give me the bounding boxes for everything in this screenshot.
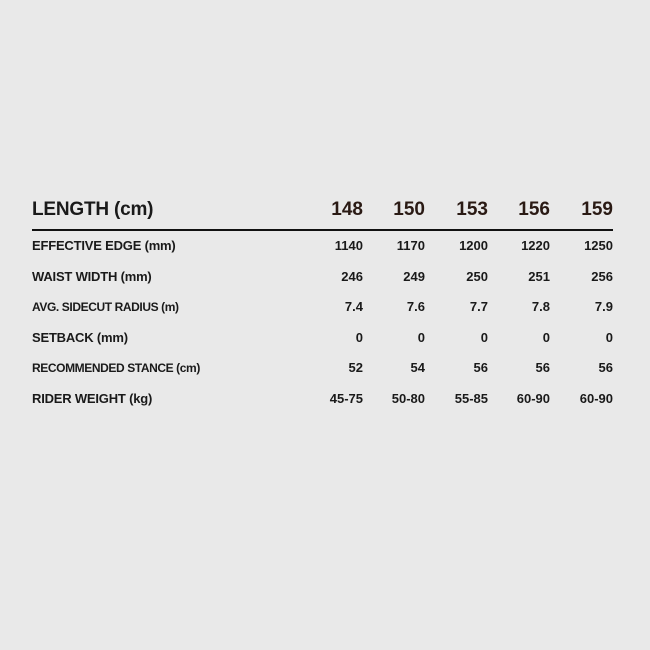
cell: 1200: [459, 238, 488, 253]
cell: 256: [591, 269, 613, 284]
row-label: RIDER WEIGHT (kg): [32, 391, 153, 406]
cell: 55-85: [454, 391, 488, 406]
cell: 1140: [334, 238, 363, 253]
cell: 0: [542, 330, 550, 345]
header-cell: 148: [331, 199, 363, 220]
cell: 52: [348, 360, 363, 375]
header-cell: 159: [581, 199, 613, 220]
row-label: EFFECTIVE EDGE (mm): [32, 238, 176, 253]
cell: 0: [480, 330, 488, 345]
row-label: WAIST WIDTH (mm): [32, 269, 152, 284]
cell: 56: [473, 360, 488, 375]
cell: 60-90: [516, 391, 550, 406]
header-label: LENGTH (cm): [32, 199, 154, 220]
table-header-row: LENGTH (cm) 148 150 153 156 159: [32, 198, 613, 220]
cell: 7.6: [406, 299, 425, 314]
cell: 1220: [521, 238, 550, 253]
cell: 54: [410, 360, 425, 375]
cell: 56: [535, 360, 550, 375]
cell: 7.8: [531, 299, 550, 314]
header-cell: 156: [518, 199, 550, 220]
table-row: RECOMMENDED STANCE (cm) 52 54 56 56 56: [32, 358, 613, 378]
cell: 7.4: [344, 299, 363, 314]
header-cell: 153: [456, 199, 488, 220]
cell: 250: [466, 269, 488, 284]
cell: 249: [403, 269, 425, 284]
row-label: SETBACK (mm): [32, 330, 128, 345]
cell: 50-80: [391, 391, 425, 406]
header-cell: 150: [393, 199, 425, 220]
table-row: SETBACK (mm) 0 0 0 0 0: [32, 328, 613, 348]
header-divider: [32, 229, 613, 231]
cell: 7.7: [469, 299, 488, 314]
cell: 56: [598, 360, 613, 375]
table-row: EFFECTIVE EDGE (mm) 1140 1170 1200 1220 …: [32, 236, 613, 256]
cell: 45-75: [329, 391, 363, 406]
cell: 0: [355, 330, 363, 345]
cell: 1250: [584, 238, 613, 253]
cell: 251: [528, 269, 550, 284]
cell: 246: [341, 269, 363, 284]
cell: 0: [417, 330, 425, 345]
cell: 0: [605, 330, 613, 345]
table-row: RIDER WEIGHT (kg) 45-75 50-80 55-85 60-9…: [32, 389, 613, 409]
cell: 1170: [396, 238, 425, 253]
table-row: AVG. SIDECUT RADIUS (m) 7.4 7.6 7.7 7.8 …: [32, 297, 613, 317]
cell: 7.9: [594, 299, 613, 314]
row-label: RECOMMENDED STANCE (cm): [32, 361, 200, 375]
row-label: AVG. SIDECUT RADIUS (m): [32, 300, 179, 314]
table-row: WAIST WIDTH (mm) 246 249 250 251 256: [32, 267, 613, 287]
cell: 60-90: [579, 391, 613, 406]
